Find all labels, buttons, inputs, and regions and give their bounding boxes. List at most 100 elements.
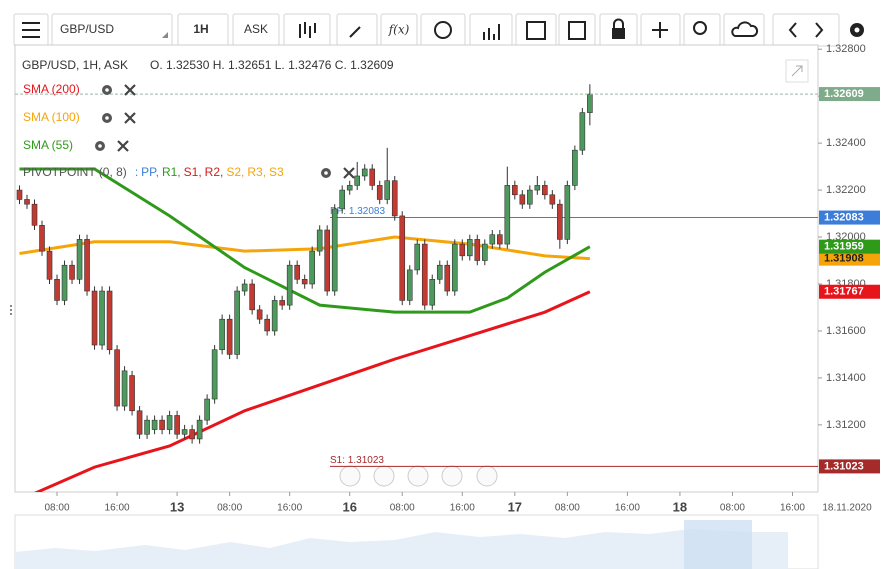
- candle-body: [354, 175, 361, 186]
- x-tick-label: 08:00: [720, 503, 745, 514]
- candle-body: [527, 189, 533, 205]
- chart-type-button[interactable]: [283, 13, 331, 47]
- candle-body: [504, 185, 511, 245]
- candle-body: [181, 429, 188, 435]
- reset[interactable]: [407, 465, 429, 487]
- candle-body: [136, 410, 143, 435]
- candle-body: [166, 415, 173, 430]
- legend-remove[interactable]: [117, 140, 129, 152]
- candle-body: [114, 349, 120, 407]
- candle-body: [384, 180, 391, 200]
- candle-body: [264, 318, 270, 332]
- x-tick-label: 17: [508, 499, 522, 514]
- timeframe-text: 1H: [193, 22, 208, 36]
- info-icon: [434, 21, 452, 39]
- y-tick-label: 1.31400: [826, 372, 866, 384]
- candle-body: [294, 264, 300, 280]
- candle-body: [436, 264, 443, 280]
- y-tick-label: 1.32800: [826, 43, 866, 55]
- candle-body: [557, 203, 563, 240]
- candle-body: [497, 234, 503, 245]
- candle-body: [451, 243, 458, 292]
- candle-body: [549, 194, 556, 205]
- candle-body: [489, 234, 496, 245]
- candle-body: [414, 243, 421, 271]
- candle-body: [219, 318, 225, 351]
- candle-body: [226, 318, 233, 355]
- candle-body: [241, 283, 248, 292]
- candle-body: [391, 180, 398, 217]
- x-tick-label: 08:00: [390, 503, 415, 514]
- calendar-button[interactable]: [515, 13, 557, 47]
- legend-remove[interactable]: [343, 167, 355, 179]
- legend-remove[interactable]: [124, 84, 136, 96]
- pivot-legend-part: S3: [269, 165, 284, 179]
- candle-body: [151, 419, 158, 430]
- zoom-out[interactable]: [373, 465, 395, 487]
- candle-body: [129, 375, 135, 412]
- price-type-text: ASK: [244, 22, 268, 36]
- candle-body: [466, 239, 473, 257]
- stats-button[interactable]: [469, 13, 513, 47]
- symbol-info: GBP/USD, 1H, ASK: [22, 58, 128, 72]
- x-tick-label: 16:00: [105, 503, 130, 514]
- scroll-controls: [339, 465, 498, 487]
- navigator-area: [15, 529, 788, 569]
- legend-remove[interactable]: [124, 112, 136, 124]
- candle-body: [286, 264, 293, 306]
- candle-body: [406, 269, 413, 301]
- candle-body: [84, 239, 90, 292]
- popout-icon: [791, 65, 803, 77]
- pivot-label: S1: 1.31023: [330, 455, 384, 466]
- candle-body: [144, 419, 150, 435]
- x-tick-label: 08:00: [555, 503, 580, 514]
- nav-left[interactable]: [339, 465, 361, 487]
- candle-body: [542, 185, 548, 196]
- candle-body: [369, 168, 376, 186]
- date-label: 18.11.2020: [822, 503, 872, 514]
- candle-body: [121, 370, 128, 407]
- zoom-in[interactable]: [441, 465, 463, 487]
- x-tick-label: 08:00: [217, 503, 242, 514]
- x-tick-label: 16:00: [450, 503, 475, 514]
- y-tick-label: 1.31600: [826, 325, 866, 337]
- nav-buttons[interactable]: [772, 13, 840, 47]
- x-tick-label: 16: [342, 499, 356, 514]
- sma-line: [19, 167, 591, 314]
- legend-settings-hole: [324, 171, 328, 175]
- candle-body: [459, 243, 466, 257]
- news-button[interactable]: [558, 13, 596, 47]
- candle-body: [31, 203, 38, 226]
- candle-body: [91, 290, 98, 346]
- x-tick-label: 08:00: [45, 503, 70, 514]
- lock-shackle: [613, 18, 624, 28]
- candle-body: [572, 149, 578, 186]
- y-tick-label: 1.32200: [826, 184, 866, 196]
- candles-icon: [299, 22, 316, 38]
- x-tick-label: 13: [170, 499, 184, 514]
- candle-body: [376, 185, 383, 200]
- pivot-legend: PIVOTPOINT (0, 8): PP, R1, S1, R2, S2, R3, S3: [23, 165, 284, 179]
- candle-body: [279, 300, 285, 306]
- candle-body: [316, 229, 323, 252]
- candle-body: [421, 243, 428, 306]
- info-button[interactable]: [420, 13, 466, 47]
- zoom-button[interactable]: [683, 13, 721, 47]
- pivot-price-text: 1.31023: [824, 460, 864, 472]
- navigator-window[interactable]: [684, 520, 752, 569]
- zoom-icon: [693, 21, 707, 35]
- nav-right[interactable]: [476, 465, 498, 487]
- pivot-legend-part: R3,: [247, 165, 266, 179]
- candle-body: [249, 283, 255, 311]
- candle-body: [196, 419, 203, 440]
- arrows-icon: [788, 22, 824, 38]
- sma-price-text: 1.31908: [824, 253, 864, 265]
- candle-body: [69, 264, 75, 280]
- candle-body: [512, 185, 518, 196]
- candle-body: [339, 189, 346, 210]
- pivot-legend-part: :: [135, 165, 138, 179]
- candle-body: [204, 398, 210, 421]
- candle-body: [211, 349, 218, 400]
- candle-body: [361, 168, 368, 177]
- legend-label: SMA (200): [23, 82, 80, 96]
